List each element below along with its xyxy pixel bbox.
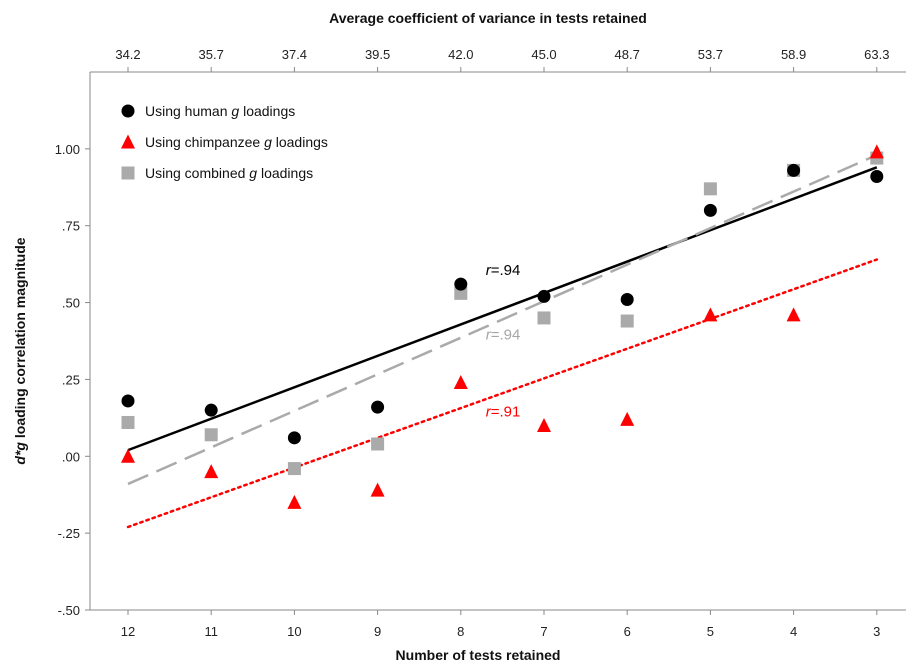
data-point-series-1 [204, 464, 218, 478]
data-point-series-0 [704, 204, 717, 217]
data-point-series-0 [621, 293, 634, 306]
x-tick-label-bottom: 4 [790, 624, 797, 639]
y-axis-title-prefix: d*g [12, 442, 28, 465]
r-annotation-series-0: r=.94 [486, 262, 521, 279]
legend-label-part: loadings [239, 103, 295, 119]
data-point-series-1 [787, 307, 801, 321]
y-axis-title-suffix: loading correlation magnitude [12, 237, 28, 442]
legend-label-part-italic: g [264, 134, 272, 150]
y-tick-label: 1.00 [55, 142, 80, 157]
y-tick-label: .50 [62, 296, 80, 311]
legend-label-part: Using chimpanzee [145, 134, 264, 150]
data-point-series-1 [121, 449, 135, 463]
x-tick-label-top: 39.5 [365, 47, 390, 62]
x-tick-label-top: 53.7 [698, 47, 723, 62]
x-tick-label-top: 58.9 [781, 47, 806, 62]
legend-label-series-2: Using combined g loadings [145, 165, 313, 181]
data-point-series-0 [787, 164, 800, 177]
data-point-series-1 [703, 307, 717, 321]
x-tick-label-bottom: 6 [624, 624, 631, 639]
legend-label-part-italic: g [231, 103, 239, 119]
legend-label-part-italic: g [249, 165, 257, 181]
x-tick-label-bottom: 5 [707, 624, 714, 639]
r-annotation-value: =.91 [491, 403, 521, 420]
legend-label-part: loadings [272, 134, 328, 150]
data-point-series-2 [288, 462, 301, 475]
data-point-series-0 [454, 278, 467, 291]
data-point-series-1 [454, 375, 468, 389]
data-point-series-0 [371, 401, 384, 414]
y-tick-label: .75 [62, 219, 80, 234]
data-point-series-0 [538, 290, 551, 303]
data-point-series-2 [621, 315, 634, 328]
x-axis-title-bottom: Number of tests retained [396, 647, 561, 663]
y-tick-label: .25 [62, 372, 80, 387]
data-point-series-1 [870, 144, 884, 158]
data-point-series-2 [122, 416, 135, 429]
legend-label-series-1: Using chimpanzee g loadings [145, 134, 328, 150]
data-point-series-1 [620, 412, 634, 426]
legend-marker-series-2 [122, 167, 135, 180]
x-axis-title-top: Average coefficient of variance in tests… [329, 10, 647, 26]
x-tick-label-bottom: 12 [121, 624, 135, 639]
x-tick-label-top: 42.0 [448, 47, 473, 62]
x-tick-label-top: 34.2 [115, 47, 140, 62]
data-point-series-1 [371, 483, 385, 497]
r-annotation-value: =.94 [491, 262, 521, 279]
legend-label-part: Using human [145, 103, 231, 119]
y-tick-label: .00 [62, 449, 80, 464]
legend-label-part: Using combined [145, 165, 249, 181]
y-tick-label: -.25 [58, 526, 80, 541]
legend-label-series-0: Using human g loadings [145, 103, 295, 119]
data-point-series-0 [288, 431, 301, 444]
trend-line-series-1 [128, 260, 877, 527]
x-tick-label-top: 63.3 [864, 47, 889, 62]
x-tick-label-bottom: 11 [204, 624, 218, 639]
data-point-series-2 [538, 311, 551, 324]
r-annotation-series-2: r=.94 [486, 326, 521, 343]
data-point-series-1 [537, 418, 551, 432]
data-point-series-2 [205, 428, 218, 441]
data-point-series-1 [287, 495, 301, 509]
x-tick-label-bottom: 7 [540, 624, 547, 639]
r-annotation-series-1: r=.91 [486, 403, 521, 420]
y-axis-title: d*g loading correlation magnitude [12, 237, 28, 464]
data-point-series-2 [371, 437, 384, 450]
x-tick-label-top: 48.7 [615, 47, 640, 62]
y-tick-label: -.50 [58, 603, 80, 618]
x-tick-label-top: 45.0 [531, 47, 556, 62]
x-tick-label-bottom: 8 [457, 624, 464, 639]
data-point-series-0 [870, 170, 883, 183]
x-tick-label-bottom: 9 [374, 624, 381, 639]
data-point-series-2 [704, 182, 717, 195]
x-tick-label-bottom: 3 [873, 624, 880, 639]
legend-marker-series-1 [121, 135, 135, 149]
r-annotation-value: =.94 [491, 326, 521, 343]
legend-label-part: loadings [257, 165, 313, 181]
tick-labels: -.50 -.25 .00 .25 .50 .75 1.00 12 11 10 9 8 7 6 5 4 3 34.… [12, 10, 889, 663]
x-tick-label-bottom: 10 [287, 624, 301, 639]
trend-line-series-2 [128, 155, 877, 484]
data-point-series-0 [205, 404, 218, 417]
x-tick-label-top: 35.7 [199, 47, 224, 62]
data-point-series-0 [122, 394, 135, 407]
legend-marker-series-0 [122, 105, 135, 118]
x-tick-label-top: 37.4 [282, 47, 307, 62]
